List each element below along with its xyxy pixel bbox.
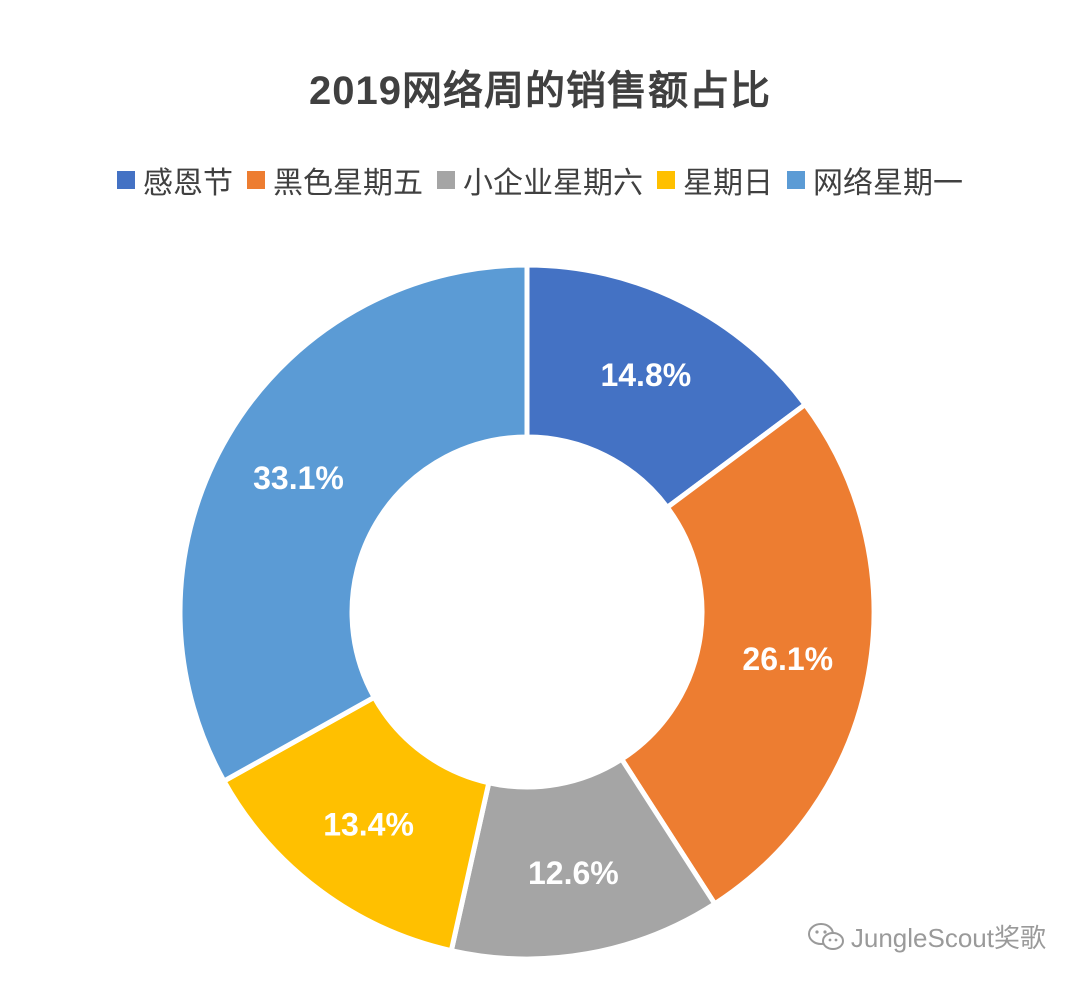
legend-item-thanksgiving[interactable]: 感恩节	[117, 158, 233, 202]
legend-label: 感恩节	[143, 167, 233, 200]
data-label-small-business-saturday: 12.6%	[528, 855, 619, 891]
legend-item-cyber-monday[interactable]: 网络星期一	[787, 158, 963, 202]
watermark: JungleScout奖歌	[807, 918, 1046, 955]
slice-sunday[interactable]	[221, 694, 492, 954]
chart-title: 2019网络周的销售额占比	[309, 69, 771, 113]
watermark-text: JungleScout奖歌	[850, 923, 1046, 953]
legend-label: 星期日	[683, 167, 773, 200]
slice-small-business-saturday[interactable]	[448, 756, 718, 962]
slice-cyber-monday[interactable]	[177, 262, 530, 784]
data-label-sunday: 13.4%	[323, 806, 414, 842]
wechat-icon	[807, 922, 844, 950]
legend-label: 小企业星期六	[463, 167, 643, 200]
legend-swatch	[657, 171, 675, 189]
legend-item-sunday[interactable]: 星期日	[657, 158, 773, 202]
data-label-cyber-monday: 33.1%	[253, 460, 344, 496]
legend-label: 网络星期一	[813, 167, 963, 200]
chart-legend: 感恩节 黑色星期五 小企业星期六 星期日 网络星期一	[0, 158, 1080, 202]
data-label-thanksgiving: 14.8%	[600, 357, 691, 393]
data-label-black-friday: 26.1%	[742, 641, 833, 677]
legend-label: 黑色星期五	[273, 167, 423, 200]
legend-swatch	[437, 171, 455, 189]
legend-swatch	[247, 171, 265, 189]
slice-black-friday[interactable]	[619, 402, 877, 907]
legend-item-black-friday[interactable]: 黑色星期五	[247, 158, 423, 202]
legend-item-small-business-saturday[interactable]: 小企业星期六	[437, 158, 643, 202]
legend-swatch	[117, 171, 135, 189]
legend-swatch	[787, 171, 805, 189]
slice-thanksgiving[interactable]	[524, 262, 808, 510]
